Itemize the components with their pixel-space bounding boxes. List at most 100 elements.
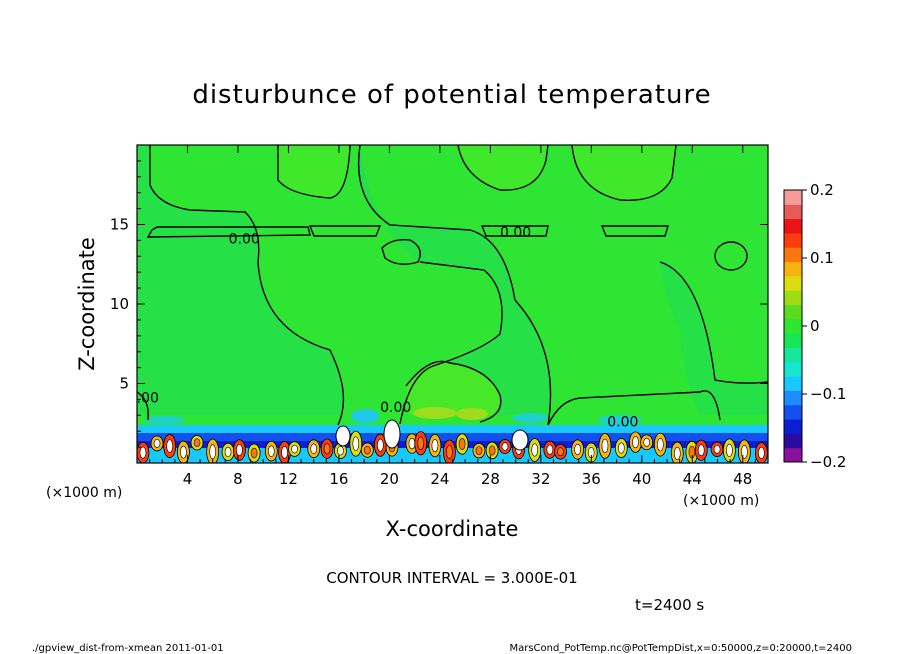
y-tick-label: 5 (119, 375, 129, 393)
colorbar-tick-label: −0.2 (810, 453, 846, 471)
contour-label: 0.00 (380, 400, 411, 416)
contour-label: 0.00 (500, 225, 531, 241)
convection-cell-core (618, 443, 624, 453)
colorbar-swatch (784, 290, 802, 305)
colorbar-swatch (784, 247, 802, 262)
convection-cell-core (292, 445, 298, 453)
colorbar-swatch (784, 448, 802, 463)
convection-cell-core (714, 445, 720, 453)
colorbar-tick-label: 0 (810, 317, 820, 335)
colorbar-swatch (784, 362, 802, 377)
colorbar-swatch (784, 347, 802, 362)
convection-cell-core (502, 443, 508, 451)
convection-cell-core (210, 445, 216, 459)
convection-cell-core (476, 447, 482, 455)
colorbar-swatch (784, 376, 802, 391)
contour-label: 0.00 (229, 232, 260, 248)
plot-area: 0.00 0.000.000.000.00 4 8 12 16 20 24 28 32 36 40 4… (110, 145, 768, 488)
convection-cell-core (251, 448, 257, 458)
colorbar-ticks: 0.2 0.1 0 −0.1 −0.2 (802, 181, 846, 471)
x-tick-label: 36 (582, 470, 601, 488)
x-tick-label: 8 (233, 470, 243, 488)
colorbar: 0.2 0.1 0 −0.1 −0.2 (784, 181, 846, 471)
surface-blob (413, 407, 457, 419)
convection-cell-core (547, 445, 553, 454)
surface-blob (145, 416, 185, 424)
contour-label: 0.00 (607, 414, 638, 430)
colorbar-swatches (784, 190, 802, 463)
convection-cell-core (409, 438, 415, 449)
colorbar-swatch (784, 433, 802, 448)
convection-cell-core (225, 447, 231, 457)
convection-cell-core (236, 444, 242, 455)
convection-cell-core (644, 438, 650, 446)
footer-right: MarsCond_PotTemp.nc@PotTempDist,x=0:5000… (509, 643, 852, 654)
colorbar-swatch (784, 405, 802, 420)
colorbar-swatch (784, 233, 802, 248)
convection-cell-core (532, 444, 538, 457)
colorbar-swatch (784, 219, 802, 234)
convection-cell-core (324, 443, 330, 454)
x-tick-label: 40 (632, 470, 651, 488)
convection-cell-core (674, 447, 680, 459)
colorbar-tick-label: −0.1 (810, 385, 846, 403)
time-label: t=2400 s (635, 596, 704, 614)
x-tick-label: 12 (279, 470, 298, 488)
convection-cell-core (489, 446, 495, 455)
y-axis-label: Z-coordinate (75, 237, 99, 371)
convection-cell-core (432, 439, 438, 451)
surface-blob (512, 413, 548, 423)
x-tick-label: 16 (329, 470, 348, 488)
x-axis-label: X-coordinate (386, 517, 519, 541)
convection-cell-core (337, 446, 343, 455)
colorbar-swatch (784, 333, 802, 348)
x-axis-unit-left: (×1000 m) (46, 485, 122, 501)
convection-cell-core (353, 437, 359, 451)
x-tick-label: 20 (380, 470, 399, 488)
convection-cell-core (726, 444, 732, 457)
x-axis-unit-right: (×1000 m) (683, 493, 759, 509)
colorbar-swatch (784, 204, 802, 219)
convection-cell-core (377, 439, 383, 451)
convection-cell-core (418, 437, 424, 450)
convection-cell-core (364, 446, 370, 454)
convection-cell-core (140, 447, 146, 458)
colorbar-swatch (784, 276, 802, 291)
colorbar-tick-label: 0.2 (810, 181, 834, 199)
x-tick-label: 28 (481, 470, 500, 488)
colorbar-swatch (784, 319, 802, 334)
x-tick-label: 48 (733, 470, 752, 488)
convection-cell-core (311, 444, 317, 454)
convection-cell-core (282, 446, 288, 458)
x-tick-label: 32 (531, 470, 550, 488)
convection-cell-large (336, 426, 350, 446)
colorbar-swatch (784, 262, 802, 277)
convection-cell-core (657, 438, 663, 451)
footer-left: ./gpview_dist-from-xmean 2011-01-01 (32, 643, 224, 654)
surface-blob (456, 408, 488, 420)
y-tick-label: 15 (110, 216, 129, 234)
convection-cell-core (268, 446, 274, 457)
convection-cell-core (154, 439, 160, 447)
convection-cell-large (384, 420, 400, 448)
convection-cell-core (446, 445, 452, 458)
convection-cell-core (575, 444, 581, 455)
convection-cell-core (459, 438, 465, 449)
convection-cell-core (180, 446, 186, 458)
colorbar-swatch (784, 419, 802, 434)
convection-cell-core (557, 448, 563, 456)
convection-cell-core (632, 436, 638, 447)
convection-cell-core (602, 439, 608, 453)
x-tick-label: 24 (430, 470, 449, 488)
x-tick-label: 44 (683, 470, 702, 488)
chart-title: disturbunce of potential temperature (192, 80, 711, 110)
convection-cell-core (698, 445, 704, 456)
x-tick-label: 4 (183, 470, 193, 488)
y-tick-label: 10 (110, 295, 129, 313)
colorbar-swatch (784, 390, 802, 405)
surface-blob (351, 409, 379, 423)
near-surface-perturbations (137, 407, 768, 465)
convection-cell-core (194, 439, 200, 447)
contour-label: 0.00 (128, 391, 159, 407)
